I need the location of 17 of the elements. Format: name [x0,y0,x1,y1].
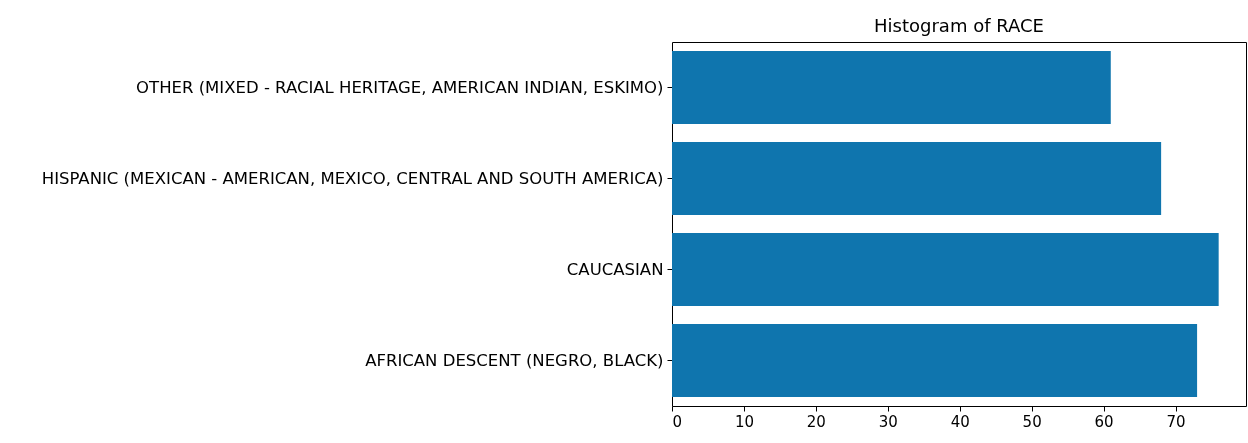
bar [672,51,1111,124]
bar [672,142,1162,215]
y-tick-label: AFRICAN DESCENT (NEGRO, BLACK) [365,350,664,370]
x-tick-label: 30 [878,412,898,431]
x-tick-label: 0 [672,412,683,431]
y-tick-label: HISPANIC (MEXICAN - AMERICAN, MEXICO, CENTRAL AND SOUTH AMERICA) [41,168,664,188]
bar [672,324,1198,397]
x-tick-label: 70 [1166,412,1186,431]
x-tick-label: 40 [950,412,970,431]
x-tick-label: 20 [806,412,826,431]
y-tick-label: CAUCASIAN [566,259,664,279]
bar [672,233,1219,306]
x-tick-label: 10 [734,412,754,431]
x-tick-label: 50 [1022,412,1042,431]
x-tick-label: 60 [1094,412,1114,431]
y-tick-label: OTHER (MIXED - RACIAL HERITAGE, AMERICAN INDIAN, ESKIMO) [136,77,664,97]
chart-title: Histogram of RACE [874,15,1044,36]
